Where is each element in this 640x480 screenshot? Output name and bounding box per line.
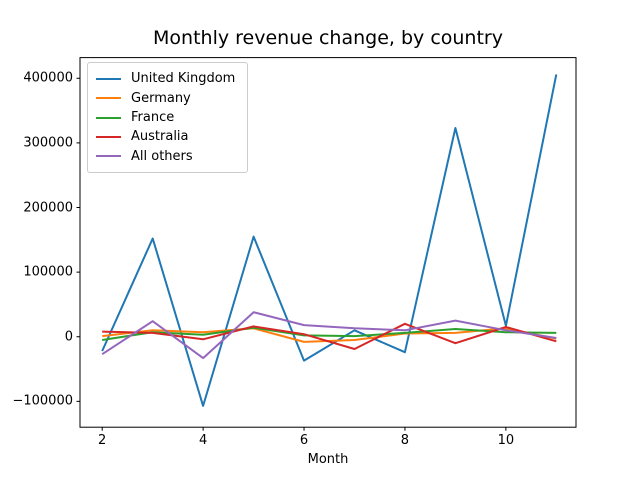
legend-line-swatch bbox=[96, 116, 121, 119]
x-tick-label: 8 bbox=[400, 433, 410, 449]
legend-line-swatch bbox=[96, 155, 121, 158]
legend-entry: Germany bbox=[96, 88, 239, 107]
legend-line-swatch bbox=[96, 135, 121, 138]
axes-frame bbox=[79, 57, 577, 428]
legend-entry: United Kingdom bbox=[96, 69, 239, 88]
x-axis-label: Month bbox=[307, 452, 349, 467]
legend-label: Germany bbox=[131, 90, 191, 106]
x-tick-label: 2 bbox=[98, 433, 107, 449]
series-line-australia bbox=[102, 322, 557, 350]
x-tick-label: 4 bbox=[198, 433, 208, 449]
legend-label: All others bbox=[131, 148, 193, 164]
legend-entry: All others bbox=[96, 147, 239, 166]
series-line-all-others bbox=[101, 311, 557, 360]
series-line-united-kingdom bbox=[101, 74, 558, 407]
legend-line-swatch bbox=[96, 77, 121, 80]
x-tick-label: 10 bbox=[497, 433, 515, 449]
legend-label: United Kingdom bbox=[131, 71, 236, 87]
y-tick-label: 400000 bbox=[23, 70, 73, 86]
chart-title: Monthly revenue change, by country bbox=[153, 27, 503, 49]
y-tick-label: 200000 bbox=[23, 200, 73, 215]
legend-label: Australia bbox=[131, 129, 189, 145]
y-tick-label: −100000 bbox=[12, 393, 73, 409]
legend-entry: France bbox=[96, 108, 239, 127]
legend: United Kingdom Germany France Australia … bbox=[87, 62, 248, 173]
legend-entry: Australia bbox=[96, 127, 239, 146]
legend-line-swatch bbox=[96, 97, 121, 100]
series-line-france bbox=[102, 326, 557, 341]
x-tick-label: 6 bbox=[299, 433, 309, 449]
y-tick-label: 0 bbox=[64, 329, 73, 345]
y-tick-label: 300000 bbox=[23, 135, 73, 151]
legend-label: France bbox=[131, 110, 175, 126]
y-tick-label: 100000 bbox=[23, 264, 73, 280]
